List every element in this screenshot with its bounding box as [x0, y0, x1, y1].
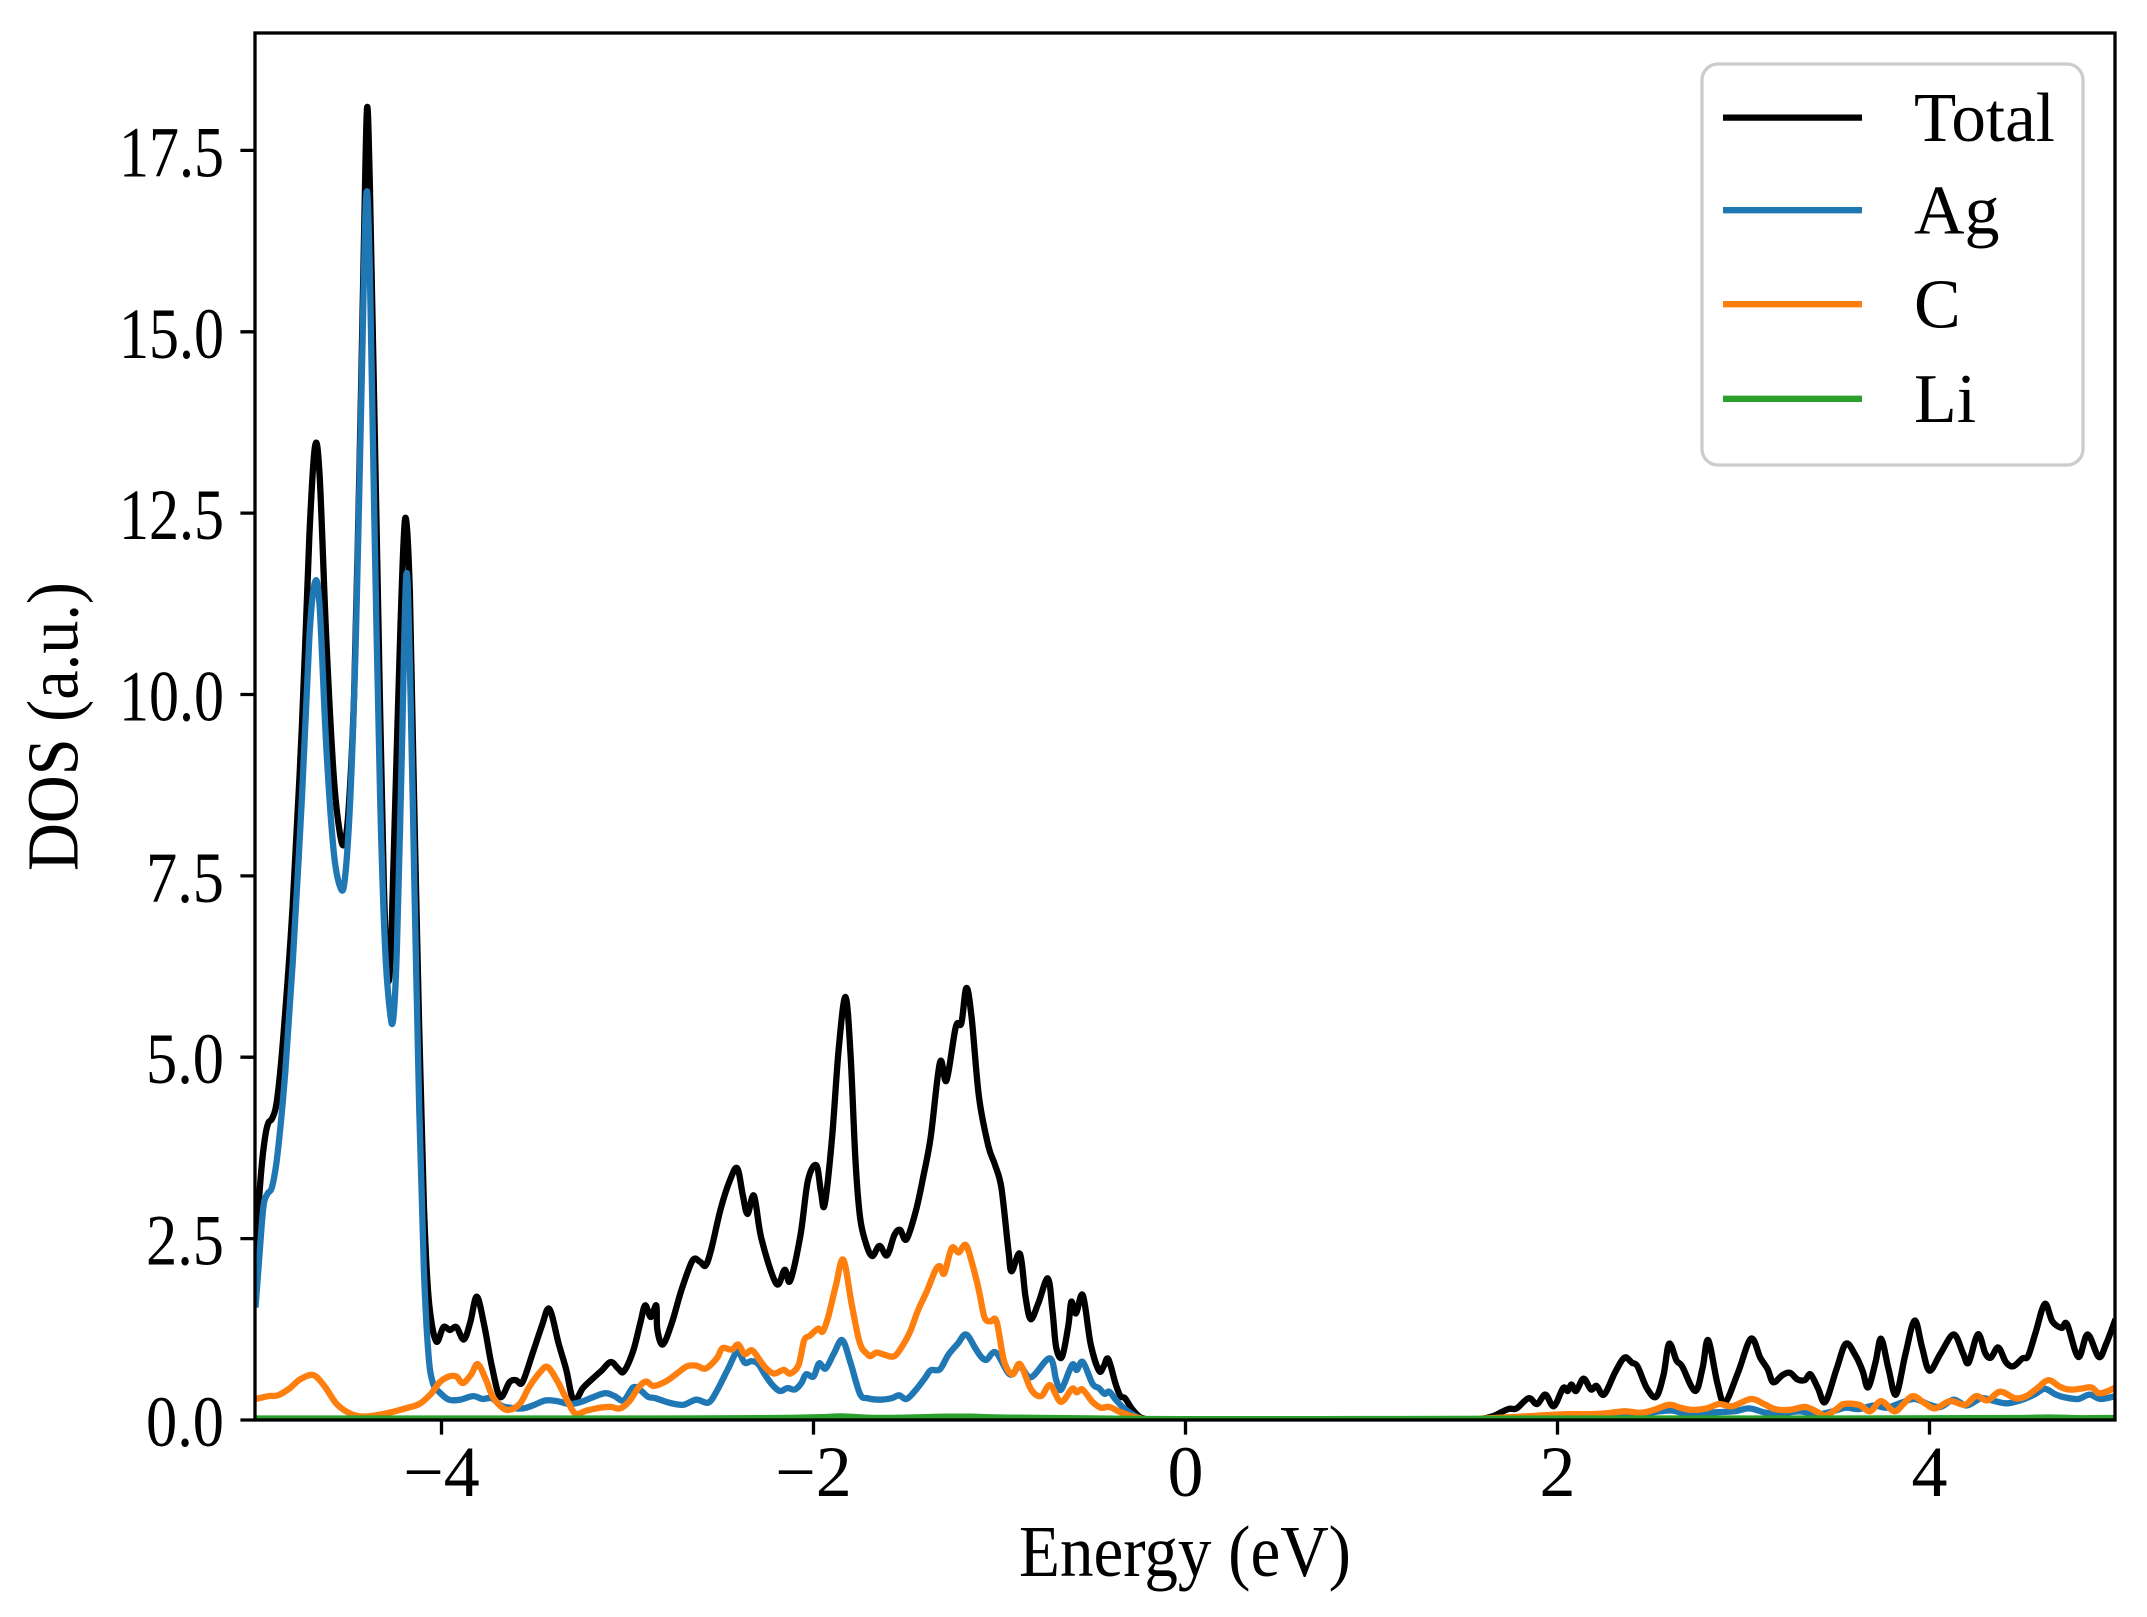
svg-text:7.5: 7.5: [146, 838, 224, 918]
svg-text:Li: Li: [1914, 361, 1976, 438]
svg-text:0.0: 0.0: [146, 1382, 224, 1462]
svg-text:5.0: 5.0: [146, 1019, 224, 1099]
svg-text:−4: −4: [403, 1432, 480, 1512]
svg-text:C: C: [1914, 266, 1961, 343]
svg-text:2.5: 2.5: [146, 1201, 224, 1281]
svg-text:Ag: Ag: [1914, 172, 2000, 249]
svg-text:12.5: 12.5: [119, 475, 224, 555]
svg-text:Energy (eV): Energy (eV): [1019, 1511, 1351, 1592]
svg-text:Total: Total: [1914, 80, 2055, 157]
svg-text:DOS (a.u.): DOS (a.u.): [13, 582, 94, 871]
svg-text:4: 4: [1912, 1432, 1948, 1512]
svg-text:17.5: 17.5: [119, 112, 224, 192]
svg-text:2: 2: [1540, 1432, 1576, 1512]
svg-text:15.0: 15.0: [119, 294, 224, 374]
svg-text:0: 0: [1168, 1432, 1204, 1512]
svg-text:10.0: 10.0: [119, 657, 224, 737]
svg-text:−2: −2: [775, 1432, 852, 1512]
